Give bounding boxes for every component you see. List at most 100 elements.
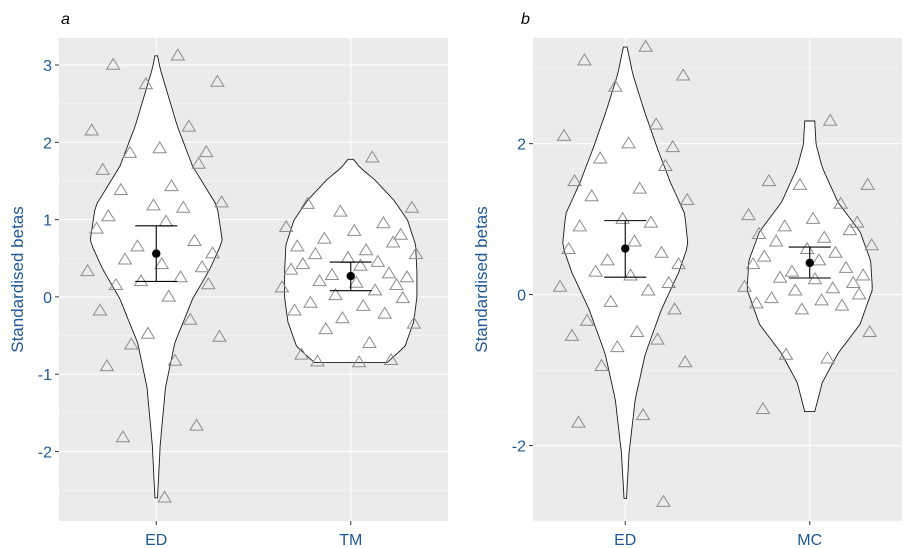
data-point-mc xyxy=(828,245,843,258)
data-point-tm xyxy=(294,347,309,360)
data-point-ed xyxy=(675,68,691,81)
x-tick-label: ED xyxy=(145,532,167,548)
data-point-ed xyxy=(615,211,631,224)
data-point-ed xyxy=(656,494,671,507)
data-point-mc xyxy=(741,207,756,221)
data-point-tm xyxy=(353,258,368,271)
data-point-ed xyxy=(133,273,149,287)
y-tick-label: -2 xyxy=(38,444,52,461)
data-point-mc xyxy=(816,230,832,243)
data-point-tm xyxy=(395,290,411,304)
data-point-ed xyxy=(130,239,145,252)
data-point-ed xyxy=(607,79,623,92)
data-point-mc xyxy=(811,253,827,266)
data-point-ed xyxy=(567,173,582,187)
data-point-ed xyxy=(671,256,686,270)
data-point-mc xyxy=(756,249,772,262)
data-point-ed xyxy=(603,294,619,307)
mean-point-ed xyxy=(621,244,630,253)
data-point-ed xyxy=(209,74,225,87)
panel-a: -2 -1 0 1 2 3 ED TM a Standardised betas xyxy=(8,11,448,548)
data-point-ed xyxy=(100,209,116,222)
data-point-ed xyxy=(99,358,115,372)
x-tick-label: MC xyxy=(797,532,822,548)
data-point-tm xyxy=(355,298,371,311)
data-point-ed xyxy=(584,189,600,202)
data-point-tm xyxy=(318,321,334,335)
data-point-tm xyxy=(362,335,377,348)
data-point-ed xyxy=(173,270,188,283)
data-point-mc xyxy=(820,351,835,364)
data-point-mc xyxy=(845,275,861,288)
data-point-tm xyxy=(370,254,386,267)
data-point-ed xyxy=(146,198,161,211)
data-point-tm xyxy=(375,216,391,229)
data-point-tm xyxy=(364,150,380,163)
data-point-mc xyxy=(849,215,865,228)
data-point-ed xyxy=(200,277,216,290)
data-point-ed xyxy=(623,268,638,281)
data-point-mc xyxy=(833,196,849,209)
data-point-ed xyxy=(650,332,665,345)
data-point-ed xyxy=(552,279,568,292)
data-point-tm xyxy=(351,355,367,368)
data-point-mc xyxy=(805,211,821,224)
data-point-ed xyxy=(579,313,595,326)
data-point-ed xyxy=(627,234,642,247)
data-point-ed xyxy=(600,253,615,266)
y-tick-label: 2 xyxy=(517,137,526,154)
data-point-mc xyxy=(751,226,767,239)
data-point-mc xyxy=(768,234,784,247)
data-point-tm xyxy=(289,239,305,252)
data-point-ed xyxy=(629,324,645,338)
mean-point-mc xyxy=(805,258,814,268)
data-point-ed xyxy=(638,39,654,52)
mean-point-tm xyxy=(346,271,355,281)
data-point-ed xyxy=(113,182,129,195)
data-point-ed xyxy=(665,139,681,153)
data-point-ed xyxy=(80,263,95,277)
data-point-tm xyxy=(377,306,393,319)
data-point-ed xyxy=(561,241,576,255)
data-point-ed xyxy=(161,289,177,302)
mean-point-ed xyxy=(152,249,161,258)
data-point-ed xyxy=(189,418,204,431)
data-point-tm xyxy=(399,270,415,283)
data-point-ed xyxy=(588,264,603,277)
data-point-ed xyxy=(182,312,198,325)
data-point-mc xyxy=(825,281,841,294)
data-point-tm xyxy=(385,235,401,248)
data-point-ed xyxy=(167,353,183,366)
data-point-ed xyxy=(105,57,121,70)
panel-tag-a: a xyxy=(61,11,70,28)
data-point-ed xyxy=(564,328,580,341)
data-point-ed xyxy=(181,119,197,132)
data-point-ed xyxy=(170,48,186,61)
data-point-ed xyxy=(679,192,695,205)
data-point-tm xyxy=(346,223,362,236)
data-point-tm xyxy=(310,354,325,367)
data-point-tm xyxy=(408,246,424,260)
data-point-ed xyxy=(108,277,124,291)
data-point-ed xyxy=(635,407,651,421)
data-point-tm xyxy=(316,231,332,244)
data-point-ed xyxy=(95,162,111,175)
panel-tag-b: b xyxy=(521,11,530,28)
data-point-ed xyxy=(140,326,156,339)
data-point-tm xyxy=(367,283,383,296)
data-point-ed xyxy=(632,181,648,194)
data-point-mc xyxy=(749,296,764,309)
data-point-ed xyxy=(89,221,104,234)
data-point-ed xyxy=(594,358,609,372)
x-tick-label: ED xyxy=(614,532,636,548)
data-point-tm xyxy=(358,243,374,256)
data-point-ed xyxy=(123,337,139,350)
data-point-ed xyxy=(194,260,210,273)
data-point-tm xyxy=(303,295,318,308)
data-point-tm xyxy=(328,287,343,301)
data-point-ed xyxy=(640,283,656,296)
data-point-mc xyxy=(737,279,752,292)
y-tick-label: 0 xyxy=(43,290,52,307)
y-tick-label: 2 xyxy=(43,135,52,152)
data-point-mc xyxy=(851,287,867,300)
